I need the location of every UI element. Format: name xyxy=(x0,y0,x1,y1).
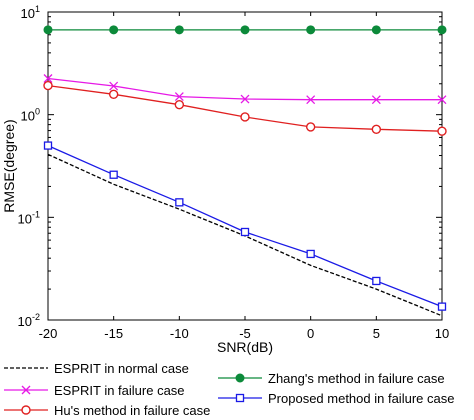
marker-filled-circle xyxy=(235,373,245,383)
marker-circle xyxy=(437,126,447,136)
marker-circle xyxy=(43,80,53,91)
series-line xyxy=(47,145,443,308)
marker-filled-circle xyxy=(437,25,447,35)
marker-square xyxy=(175,198,184,207)
y-tick-exponent: 0 xyxy=(35,107,40,117)
legend-entry-4: Proposed method in failure case xyxy=(218,391,454,406)
x-tick-label: 5 xyxy=(373,326,380,341)
marker-square xyxy=(306,249,315,259)
plot-frame xyxy=(47,11,443,321)
marker-x xyxy=(306,95,316,105)
series-layer xyxy=(43,25,447,317)
marker-x-stroke xyxy=(240,94,250,104)
marker-filled-circle xyxy=(174,25,184,35)
marker-x-stroke xyxy=(437,95,447,105)
legend-label: ESPRIT in normal case xyxy=(54,361,189,376)
marker-square xyxy=(235,393,245,403)
marker-filled-circle xyxy=(371,25,381,35)
marker-x-stroke xyxy=(109,81,119,91)
y-axis-label: RMSE(degree) xyxy=(1,119,17,212)
marker-filled-circle xyxy=(109,25,119,35)
legend-label: Proposed method in failure case xyxy=(268,391,454,406)
y-tick-exponent: 1 xyxy=(35,4,40,14)
y-tick-exponent: -2 xyxy=(32,312,40,322)
marker-x-stroke xyxy=(21,385,31,395)
legend-entry-2: Hu's method in failure case xyxy=(4,403,210,418)
marker-x-stroke xyxy=(174,92,184,102)
marker-circle xyxy=(21,405,31,415)
marker-x xyxy=(240,94,250,104)
x-tick-label: 0 xyxy=(307,326,314,341)
marker-filled-circle xyxy=(43,25,53,35)
marker-filled-circle xyxy=(306,25,316,35)
marker-circle xyxy=(305,122,316,132)
x-axis-label: SNR(dB) xyxy=(217,339,273,355)
marker-square xyxy=(240,227,250,237)
y-tick-base: 10 xyxy=(21,109,35,124)
y-tick-base: 10 xyxy=(21,6,35,21)
x-tick-label: -5 xyxy=(239,326,251,341)
y-tick-base: 10 xyxy=(18,314,32,329)
y-tick-exponent: -1 xyxy=(32,209,40,219)
marker-x xyxy=(109,81,119,91)
series-line xyxy=(47,84,443,132)
series-3 xyxy=(43,25,447,35)
legend: ESPRIT in normal case ESPRIT in failure c… xyxy=(4,361,454,418)
y-tick-base: 10 xyxy=(18,211,32,226)
marker-x xyxy=(43,74,53,83)
x-tick-label: -10 xyxy=(170,326,189,341)
marker-circle xyxy=(108,89,119,99)
marker-x-stroke xyxy=(371,95,381,105)
marker-square xyxy=(109,170,118,179)
marker-filled-circle xyxy=(240,25,250,35)
y-tick-label: 100 xyxy=(21,107,40,124)
marker-square xyxy=(372,276,381,286)
legend-label: ESPRIT in failure case xyxy=(54,383,185,398)
marker-x-stroke xyxy=(43,74,53,83)
legend-entry-1: ESPRIT in failure case xyxy=(4,383,185,398)
marker-x xyxy=(437,95,447,105)
marker-x-stroke xyxy=(306,95,316,105)
series-line xyxy=(47,77,442,101)
x-tick-label: -15 xyxy=(104,326,123,341)
marker-circle xyxy=(240,112,250,122)
x-tick-label: 10 xyxy=(435,326,449,341)
marker-x xyxy=(174,92,184,102)
legend-label: Zhang's method in failure case xyxy=(268,371,445,386)
marker-circle xyxy=(174,100,185,110)
marker-square xyxy=(437,302,447,311)
legend-label: Hu's method in failure case xyxy=(54,403,210,418)
y-tick-label: 101 xyxy=(21,4,40,21)
legend-entry-3: Zhang's method in failure case xyxy=(218,371,445,386)
y-tick-label: 10-1 xyxy=(18,209,40,226)
series-4 xyxy=(43,141,447,311)
marker-square xyxy=(43,141,53,150)
x-tick-label: -20 xyxy=(39,326,58,341)
series-1 xyxy=(43,74,447,105)
y-tick-label: 10-2 xyxy=(18,312,40,329)
marker-circle xyxy=(371,124,382,135)
legend-entry-0: ESPRIT in normal case xyxy=(4,361,189,376)
series-2 xyxy=(43,80,447,136)
marker-x xyxy=(21,385,31,395)
marker-x xyxy=(371,95,381,105)
